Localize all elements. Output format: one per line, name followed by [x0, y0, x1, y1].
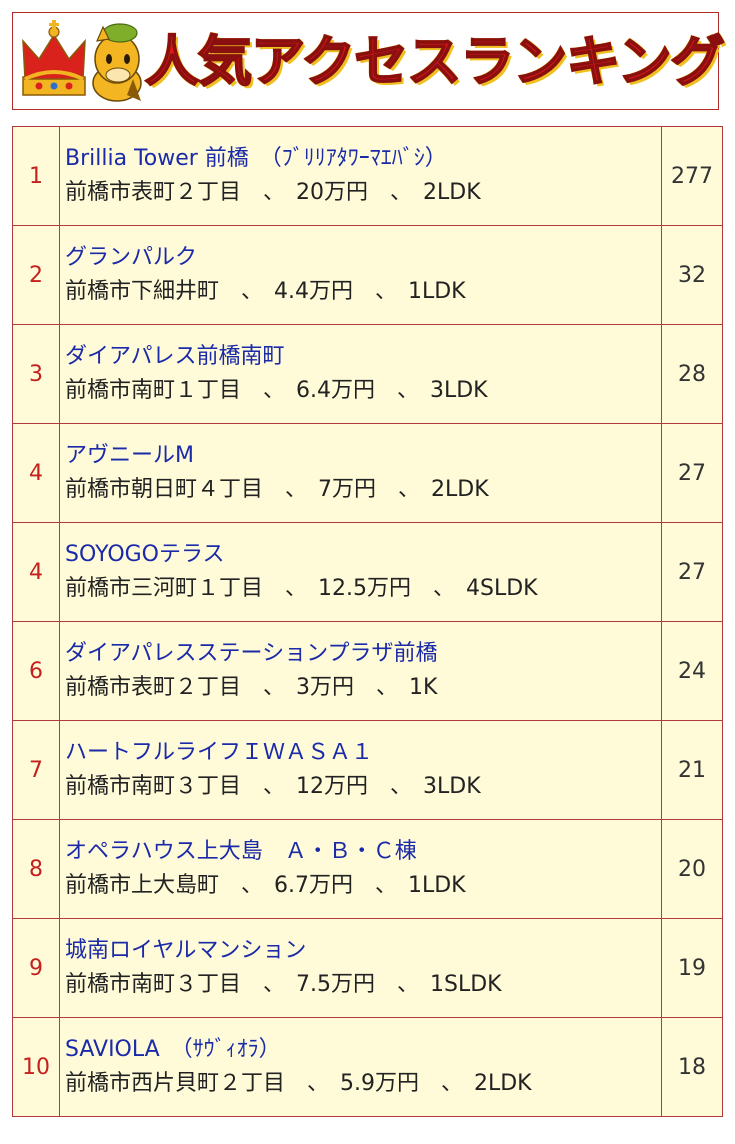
- property-cell: SAVIOLA （ｻｳﾞｨｵﾗ） 前橋市西片貝町２丁目 、 5.9万円 、 2L…: [59, 1017, 662, 1117]
- table-row: 10 SAVIOLA （ｻｳﾞｨｵﾗ） 前橋市西片貝町２丁目 、 5.9万円 、…: [12, 1017, 723, 1117]
- property-name-link[interactable]: ハートフルライフＩＷＡＳＡ１: [65, 740, 374, 765]
- rank-number: 2: [12, 225, 60, 325]
- rank-number: 4: [12, 522, 60, 622]
- access-count: 24: [661, 621, 723, 721]
- crown-mascot-art: [22, 20, 142, 102]
- property-cell: グランパルク 前橋市下細井町 、 4.4万円 、 1LDK: [59, 225, 662, 325]
- rank-number: 10: [12, 1017, 60, 1117]
- property-cell: アヴニールM 前橋市朝日町４丁目 、 7万円 、 2LDK: [59, 423, 662, 523]
- property-cell: ダイアパレスステーションプラザ前橋 前橋市表町２丁目 、 3万円 、 1K: [59, 621, 662, 721]
- rank-number: 7: [12, 720, 60, 820]
- rank-number: 6: [12, 621, 60, 721]
- table-row: 7 ハートフルライフＩＷＡＳＡ１ 前橋市南町３丁目 、 12万円 、 3LDK …: [12, 720, 723, 820]
- rank-number: 9: [12, 918, 60, 1018]
- access-count: 20: [661, 819, 723, 919]
- table-row: 3 ダイアパレス前橋南町 前橋市南町１丁目 、 6.4万円 、 3LDK 28: [12, 324, 723, 424]
- access-count: 18: [661, 1017, 723, 1117]
- property-cell: SOYOGOテラス 前橋市三河町１丁目 、 12.5万円 、 4SLDK: [59, 522, 662, 622]
- access-count: 21: [661, 720, 723, 820]
- access-count: 277: [661, 126, 723, 226]
- table-row: 6 ダイアパレスステーションプラザ前橋 前橋市表町２丁目 、 3万円 、 1K …: [12, 621, 723, 721]
- property-name-link[interactable]: ダイアパレスステーションプラザ前橋: [65, 641, 438, 666]
- property-name-link[interactable]: グランパルク: [65, 245, 198, 270]
- access-count: 19: [661, 918, 723, 1018]
- property-name-link[interactable]: Brillia Tower 前橋 （ﾌﾞﾘﾘｱﾀﾜｰﾏｴﾊﾞｼ）: [65, 146, 447, 171]
- property-detail: 前橋市下細井町 、 4.4万円 、 1LDK: [65, 279, 466, 304]
- table-row: 4 SOYOGOテラス 前橋市三河町１丁目 、 12.5万円 、 4SLDK 2…: [12, 522, 723, 622]
- property-cell: ダイアパレス前橋南町 前橋市南町１丁目 、 6.4万円 、 3LDK: [59, 324, 662, 424]
- property-detail: 前橋市南町１丁目 、 6.4万円 、 3LDK: [65, 378, 488, 403]
- table-row: 1 Brillia Tower 前橋 （ﾌﾞﾘﾘｱﾀﾜｰﾏｴﾊﾞｼ） 前橋市表町…: [12, 126, 723, 226]
- access-ranking-table: 1 Brillia Tower 前橋 （ﾌﾞﾘﾘｱﾀﾜｰﾏｴﾊﾞｼ） 前橋市表町…: [12, 126, 723, 1117]
- property-name-link[interactable]: 城南ロイヤルマンション: [65, 938, 307, 963]
- property-cell: 城南ロイヤルマンション 前橋市南町３丁目 、 7.5万円 、 1SLDK: [59, 918, 662, 1018]
- property-name-link[interactable]: オペラハウス上大島 Ａ・Ｂ・Ｃ棟: [65, 839, 417, 864]
- property-detail: 前橋市西片貝町２丁目 、 5.9万円 、 2LDK: [65, 1071, 532, 1096]
- table-row: 9 城南ロイヤルマンション 前橋市南町３丁目 、 7.5万円 、 1SLDK 1…: [12, 918, 723, 1018]
- access-count: 27: [661, 423, 723, 523]
- property-cell: ハートフルライフＩＷＡＳＡ１ 前橋市南町３丁目 、 12万円 、 3LDK: [59, 720, 662, 820]
- rank-number: 3: [12, 324, 60, 424]
- rank-number: 4: [12, 423, 60, 523]
- ranking-banner: 人気アクセスランキング: [12, 12, 726, 110]
- banner-title: 人気アクセスランキング: [144, 29, 726, 94]
- access-count: 32: [661, 225, 723, 325]
- property-detail: 前橋市朝日町４丁目 、 7万円 、 2LDK: [65, 477, 489, 502]
- rank-number: 1: [12, 126, 60, 226]
- rank-number: 8: [12, 819, 60, 919]
- property-name-link[interactable]: SOYOGOテラス: [65, 542, 225, 567]
- table-row: 2 グランパルク 前橋市下細井町 、 4.4万円 、 1LDK 32: [12, 225, 723, 325]
- property-name-link[interactable]: SAVIOLA （ｻｳﾞｨｵﾗ）: [65, 1037, 281, 1062]
- property-detail: 前橋市南町３丁目 、 7.5万円 、 1SLDK: [65, 972, 502, 997]
- table-row: 4 アヴニールM 前橋市朝日町４丁目 、 7万円 、 2LDK 27: [12, 423, 723, 523]
- property-cell: オペラハウス上大島 Ａ・Ｂ・Ｃ棟 前橋市上大島町 、 6.7万円 、 1LDK: [59, 819, 662, 919]
- horse-mascot-icon: [92, 23, 142, 102]
- access-count: 28: [661, 324, 723, 424]
- property-detail: 前橋市上大島町 、 6.7万円 、 1LDK: [65, 873, 466, 898]
- property-detail: 前橋市表町２丁目 、 3万円 、 1K: [65, 675, 438, 700]
- property-cell: Brillia Tower 前橋 （ﾌﾞﾘﾘｱﾀﾜｰﾏｴﾊﾞｼ） 前橋市表町２丁…: [59, 126, 662, 226]
- property-detail: 前橋市三河町１丁目 、 12.5万円 、 4SLDK: [65, 576, 538, 601]
- property-detail: 前橋市表町２丁目 、 20万円 、 2LDK: [65, 180, 481, 205]
- property-name-link[interactable]: ダイアパレス前橋南町: [65, 344, 285, 369]
- table-row: 8 オペラハウス上大島 Ａ・Ｂ・Ｃ棟 前橋市上大島町 、 6.7万円 、 1LD…: [12, 819, 723, 919]
- property-detail: 前橋市南町３丁目 、 12万円 、 3LDK: [65, 774, 481, 799]
- access-count: 27: [661, 522, 723, 622]
- crown-icon: [22, 20, 86, 96]
- property-name-link[interactable]: アヴニールM: [65, 443, 194, 468]
